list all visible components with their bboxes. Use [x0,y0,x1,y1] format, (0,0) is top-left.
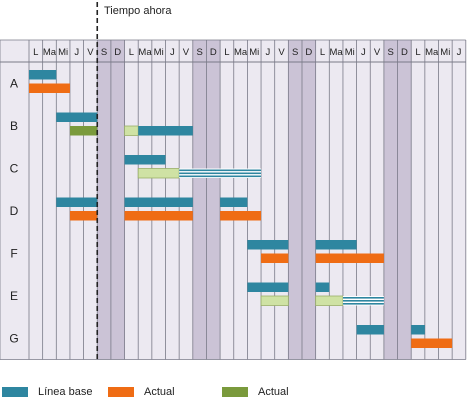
legend-item-actual-alt: Actual [222,386,289,398]
baseline-bar [411,325,425,335]
legend-label-baseline: Línea base [38,386,93,398]
weekend-column [110,40,125,360]
slack-stripe [179,172,262,175]
day-label: Ma [138,47,152,58]
weekend-column [97,40,111,360]
day-label: Ma [330,47,344,58]
actual-bar [261,253,289,263]
row-label: F [10,246,17,260]
light-bar [260,295,289,306]
actual-bar [220,211,262,221]
baseline-bar [138,126,193,136]
slack-stripe [179,169,262,172]
day-label: L [33,47,38,58]
day-label: J [361,47,366,58]
day-label: J [74,47,79,58]
baseline-bar [220,197,248,207]
legend-item-baseline: Línea base [2,386,92,398]
day-label: V [183,47,190,58]
day-label: L [129,47,134,58]
actual-bar [411,338,453,348]
weekend-column [383,40,398,360]
slack-stripe [342,297,384,299]
day-label: D [114,47,121,58]
light-bar [137,168,180,179]
light-bar [124,125,139,136]
weekend-column [302,40,316,360]
time-now-label: Tiempo ahora [104,5,172,17]
baseline-bar [124,155,166,165]
legend-swatch-actual-alt [222,387,248,397]
slack-stripe [342,303,384,305]
slack-stripe [342,300,384,302]
day-label: Ma [425,47,439,58]
day-label: Mi [249,47,259,58]
day-label: S [292,47,298,58]
day-label: V [278,47,285,58]
baseline-bar [247,240,289,250]
baseline-bar [315,282,330,292]
legend-swatch-baseline [2,387,28,397]
day-label: L [224,47,229,58]
day-label: J [170,47,175,58]
day-label: Mi [440,47,450,58]
baseline-bar [29,70,57,80]
day-label: Ma [43,47,57,58]
actual-bar [29,83,70,93]
day-label: Ma [234,47,248,58]
legend-item-actual: Actual [108,386,175,398]
day-label: D [305,47,312,58]
baseline-bar [56,197,98,207]
legend-label-actual-alt: Actual [258,386,289,398]
weekend-column [397,40,412,360]
baseline-bar [247,282,289,292]
day-label: L [415,47,420,58]
row-label: E [10,289,18,303]
day-label: Mi [58,47,68,58]
slack-stripe [179,175,262,178]
day-label: L [320,47,325,58]
day-label: Mi [154,47,164,58]
row-label: C [10,161,19,175]
baseline-bar [356,325,384,335]
baseline-bar [124,197,193,207]
day-label: J [266,47,271,58]
actual2-bar [69,126,98,136]
row-label: D [10,204,19,218]
light-bar [315,295,344,306]
day-label: V [374,47,381,58]
baseline-bar [56,112,98,122]
baseline-bar [315,240,357,250]
day-label: S [196,47,202,58]
legend-swatch-actual [108,387,134,397]
legend-label-actual: Actual [144,386,175,398]
weekend-column [288,40,302,360]
weekend-column [206,40,221,360]
actual-bar [69,211,98,221]
day-label: D [401,47,408,58]
day-label: D [210,47,217,58]
day-label: V [87,47,94,58]
row-label: B [10,119,18,133]
actual-bar [124,211,193,221]
day-label: J [457,47,462,58]
day-label: S [101,47,107,58]
actual-bar [315,253,384,263]
day-label: S [388,47,394,58]
row-label: G [9,331,18,345]
row-label: A [10,76,18,90]
day-label: Mi [345,47,355,58]
weekend-column [192,40,207,360]
